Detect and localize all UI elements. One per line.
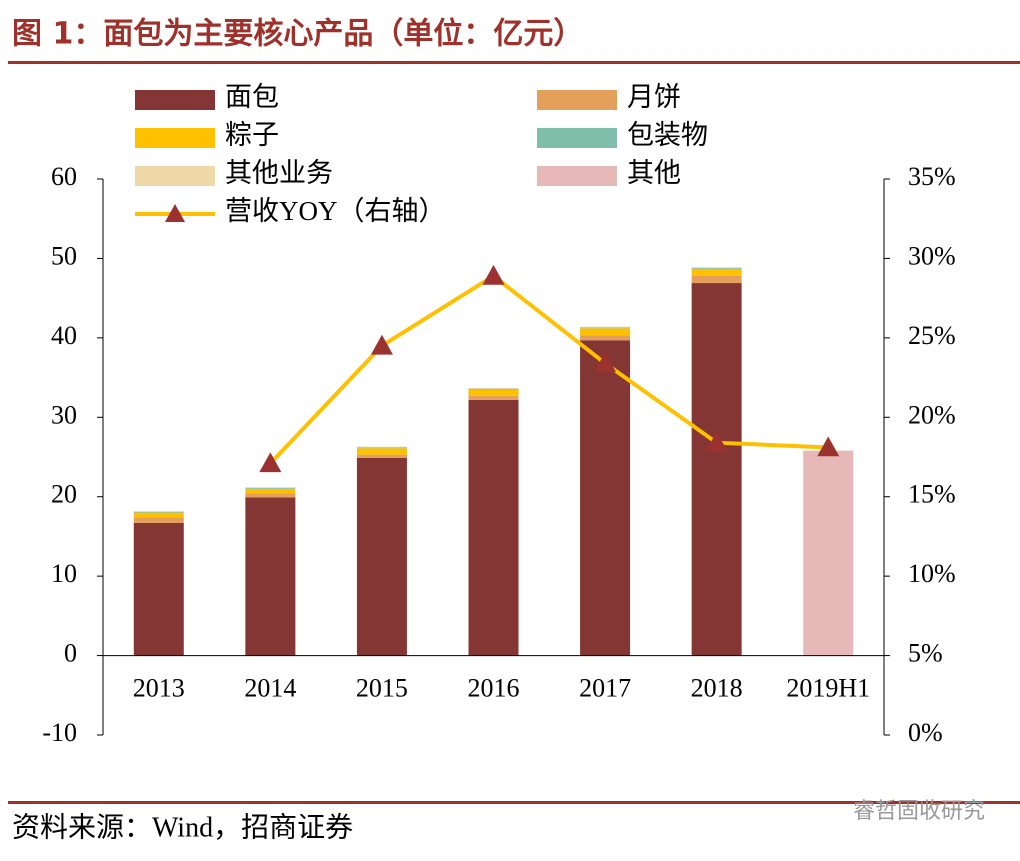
line-marker — [817, 436, 840, 457]
legend-label: 粽子 — [225, 120, 279, 150]
bar — [691, 268, 742, 276]
legend-swatch — [135, 166, 215, 186]
bar — [468, 395, 519, 400]
bar — [356, 447, 407, 449]
watermark: 睿哲固收研究 — [853, 799, 985, 824]
legend-swatch — [537, 90, 617, 110]
bar — [245, 497, 296, 656]
y-tick-label: 0 — [64, 639, 77, 668]
legend-label: 营收YOY（右轴） — [225, 196, 446, 226]
bar — [133, 512, 184, 518]
bar — [133, 511, 184, 513]
bar — [245, 488, 296, 494]
y2-tick-label: 20% — [908, 400, 956, 429]
bar — [468, 388, 519, 390]
y-tick-label: 20 — [51, 480, 77, 509]
y2-tick-label: 15% — [908, 480, 956, 509]
bar — [691, 283, 742, 656]
legend-label: 其他业务 — [225, 158, 333, 188]
bar — [245, 487, 296, 488]
bar — [133, 517, 184, 523]
bar — [468, 389, 519, 396]
legend-swatch — [537, 166, 617, 186]
legend-swatch — [135, 128, 215, 148]
y-tick-label: 40 — [51, 321, 77, 350]
bar — [245, 487, 296, 489]
y2-tick-label: 5% — [908, 639, 943, 668]
bar — [356, 457, 407, 656]
y2-tick-label: 30% — [908, 241, 956, 270]
y2-tick-label: 10% — [908, 559, 956, 588]
bar — [691, 267, 742, 269]
title-rule — [8, 61, 1020, 64]
bar — [691, 267, 742, 268]
y2-tick-label: 35% — [908, 162, 956, 191]
line-marker — [482, 264, 505, 285]
line-marker — [594, 352, 617, 373]
legend-swatch — [135, 90, 215, 110]
legend-label: 其他 — [627, 158, 681, 188]
x-tick-label: 2017 — [579, 674, 631, 703]
y-tick-label: 10 — [51, 559, 77, 588]
bar — [356, 446, 407, 448]
y-tick-label: 50 — [51, 241, 77, 270]
line-marker — [259, 452, 282, 473]
bar — [133, 511, 184, 512]
bar — [133, 522, 184, 656]
bar — [356, 448, 407, 455]
y-tick-label: 30 — [51, 400, 77, 429]
y2-tick-label: 0% — [908, 718, 943, 747]
legend-marker — [165, 204, 185, 222]
line — [268, 273, 829, 465]
footer-rule — [8, 801, 1020, 804]
bar — [245, 493, 296, 498]
source: 资料来源：Wind，招商证券 — [12, 811, 353, 843]
x-tick-label: 2019H1 — [786, 674, 870, 703]
x-tick-label: 2018 — [691, 674, 743, 703]
y2-tick-label: 25% — [908, 321, 956, 350]
bar — [580, 340, 631, 656]
legend-label: 月饼 — [627, 82, 681, 112]
line-marker — [705, 431, 728, 452]
bar — [580, 328, 631, 336]
bar — [468, 387, 519, 389]
x-tick-label: 2013 — [133, 674, 185, 703]
line-marker — [370, 334, 393, 355]
legend-label: 面包 — [225, 82, 279, 112]
chart-title: 图 1：面包为主要核心产品（单位：亿元） — [12, 17, 583, 52]
bar — [803, 450, 854, 656]
bar — [580, 335, 631, 341]
x-tick-label: 2016 — [468, 674, 520, 703]
legend-label: 包装物 — [627, 120, 708, 150]
y-tick-label: 60 — [51, 162, 77, 191]
bar — [580, 327, 631, 329]
bar — [468, 399, 519, 656]
x-tick-label: 2014 — [244, 674, 296, 703]
bar — [580, 326, 631, 328]
bar — [356, 454, 407, 458]
bar — [691, 275, 742, 284]
y-tick-label: -10 — [42, 718, 77, 747]
x-tick-label: 2015 — [356, 674, 408, 703]
legend-swatch — [537, 128, 617, 148]
